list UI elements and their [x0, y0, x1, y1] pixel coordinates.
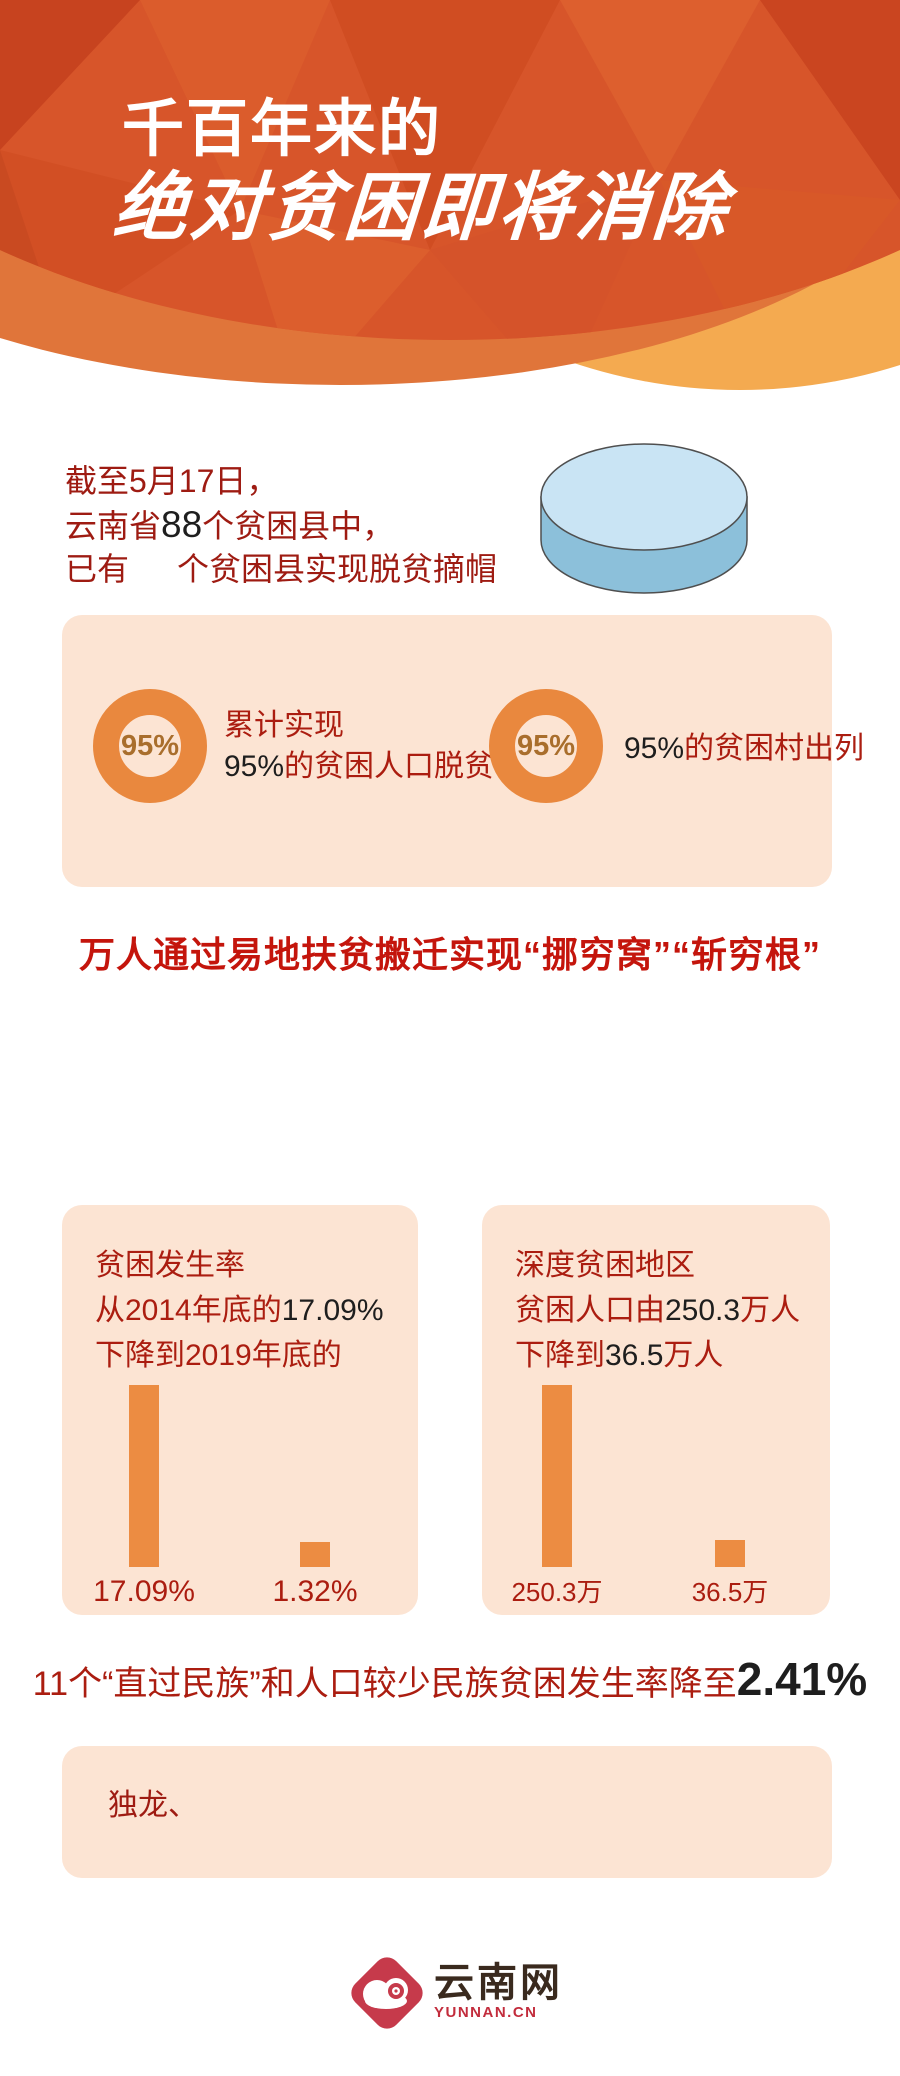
bar-label-before-population: 250.3万	[511, 1577, 603, 1607]
stat-label-population: 累计实现 95%的贫困人口脱贫	[224, 709, 495, 783]
footer: 云南网 YUNNAN.CN	[0, 1950, 900, 2042]
ethnic-groups-box: 独龙、	[62, 1746, 832, 1878]
minority-rate-value: 2.41%	[736, 1653, 868, 1705]
footer-logo-text: 云南网 YUNNAN.CN	[434, 1962, 563, 2022]
donut-ring-population: 95%	[93, 689, 207, 803]
poverty-rate-chart-title: 贫困发生率 从2014年底的17.09% 下降到2019年底的	[95, 1249, 384, 1372]
relocation-slogan: 万人通过易地扶贫搬迁实现“挪穷窝”“斩穷根”	[78, 934, 821, 975]
bar-2019-rate	[300, 1542, 330, 1567]
header-background-art	[0, 0, 900, 390]
deep-poverty-chart: 深度贫困地区 贫困人口由250.3万人 下降到36.5万人 250.3万 36.…	[482, 1205, 830, 1615]
bar-after-population	[715, 1540, 745, 1567]
intro-line2: 云南省88个贫困县中，	[65, 504, 395, 545]
low-poly-texture	[0, 0, 900, 340]
county-total-number: 88	[161, 504, 203, 545]
bar-2014-rate	[129, 1385, 159, 1567]
bar-label-2014-rate: 17.09%	[93, 1575, 195, 1608]
intro-line3: 已有 个贫困县实现脱贫摘帽	[65, 551, 498, 587]
header-title-line1: 千百年来的	[122, 95, 443, 164]
stats-box: 95% 累计实现 95%的贫困人口脱贫 95% 95%的贫困村出列	[62, 615, 864, 887]
donut-ring-population-value: 95%	[120, 729, 180, 762]
site-name: 云南网	[434, 1961, 563, 2005]
deep-poverty-chart-title: 深度贫困地区 贫困人口由250.3万人 下降到36.5万人	[515, 1249, 801, 1372]
poverty-rate-chart: 贫困发生率 从2014年底的17.09% 下降到2019年底的 17.09% 1…	[62, 1205, 418, 1615]
header-banner: 千百年来的 绝对贫困即将消除	[0, 0, 900, 400]
stat-label-villages: 95%的贫困村出列	[624, 732, 865, 765]
bar-before-population	[542, 1385, 572, 1567]
ethnic-groups-text: 独龙、	[108, 1789, 198, 1822]
cylinder-graphic	[538, 442, 750, 599]
bar-label-after-population: 36.5万	[691, 1577, 769, 1607]
minority-statistic-line: 11个“直过民族”和人口较少民族贫困发生率降至2.41%	[32, 1653, 868, 1705]
site-url: YUNNAN.CN	[434, 2004, 538, 2021]
donut-ring-villages: 95%	[489, 689, 603, 803]
bar-label-2019-rate: 1.32%	[272, 1575, 358, 1608]
header-title-line2: 绝对贫困即将消除	[110, 166, 733, 249]
yunnan-logo-icon	[344, 1950, 430, 2041]
donut-ring-villages-value: 95%	[516, 729, 576, 762]
intro-line1: 截至5月17日，	[65, 463, 279, 499]
intro-text: 截至5月17日， 云南省88个贫困县中， 已有 个贫困县实现脱贫摘帽	[65, 460, 497, 591]
